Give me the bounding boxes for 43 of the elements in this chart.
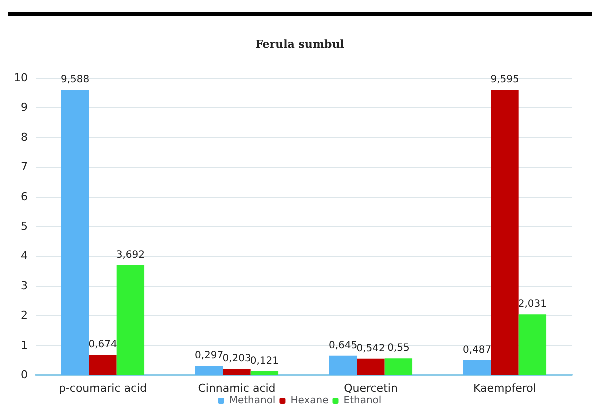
x-tick-label: Cinnamic acid [198, 382, 276, 395]
chart-title: Ferula sumbul [256, 38, 344, 51]
data-label: 0,542 [356, 343, 386, 354]
bar [116, 265, 145, 375]
data-label: 0,674 [88, 339, 118, 350]
y-tick-label: 8 [21, 130, 28, 144]
bar [491, 90, 519, 375]
data-label: 9,595 [490, 74, 520, 86]
x-tick-label: Kaempferol [474, 382, 536, 395]
bar [89, 354, 117, 375]
data-label: 0,203 [222, 353, 252, 364]
bar [518, 314, 547, 375]
data-label: 0,121 [250, 356, 280, 367]
y-tick-label: 2 [21, 309, 28, 322]
legend-label: Hexane [290, 396, 329, 406]
x-tick-label: p-coumaric acid [58, 382, 148, 395]
y-tick-label: 1 [21, 338, 28, 352]
bar [463, 360, 492, 375]
legend-label: Methanol [229, 396, 276, 406]
data-label: 9,588 [60, 74, 90, 86]
y-tick-label: 9 [21, 101, 28, 114]
bar [357, 358, 385, 375]
bar [329, 356, 358, 375]
x-tick-label: Quercetin [344, 382, 398, 395]
bar [384, 358, 413, 375]
bar [61, 90, 90, 375]
y-tick-label: 3 [21, 279, 28, 292]
y-tick-label: 5 [21, 220, 28, 233]
bar [223, 368, 251, 375]
data-label: 0,297 [194, 350, 224, 362]
bar [250, 371, 279, 375]
y-tick-label: 7 [21, 160, 28, 174]
data-label: 3,692 [116, 250, 146, 261]
data-label: 2,031 [518, 299, 548, 310]
y-tick-label: 10 [14, 72, 28, 84]
y-tick-label: 4 [21, 250, 28, 263]
y-tick-label: 6 [21, 190, 28, 204]
data-label: 0,645 [328, 340, 358, 352]
data-label: 0,487 [462, 345, 492, 356]
bar [195, 366, 224, 375]
legend-label: Ethanol [344, 396, 382, 406]
data-label: 0,55 [388, 343, 410, 354]
y-tick-label: 0 [21, 368, 28, 382]
